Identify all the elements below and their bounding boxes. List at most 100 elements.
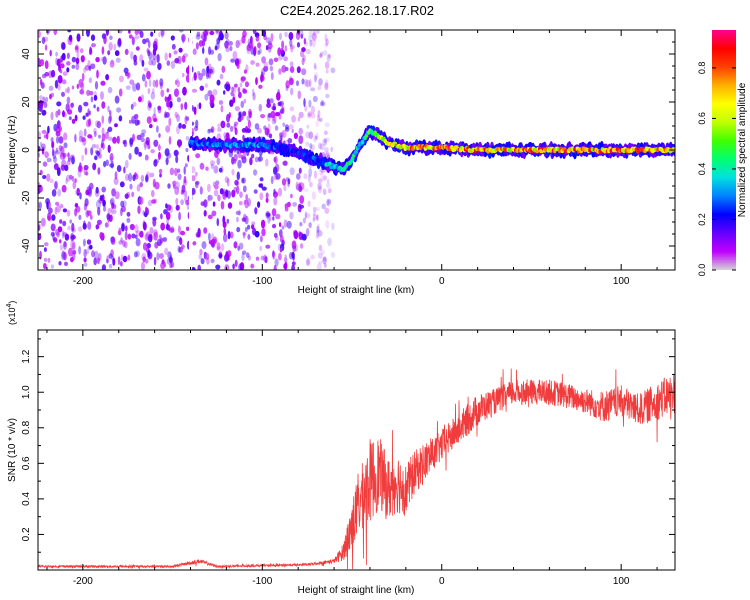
- spectrogram-cell: [316, 229, 320, 238]
- spectrogram-cell: [84, 64, 90, 71]
- spectrogram-cell: [276, 91, 281, 101]
- spectrogram-cell: [297, 116, 301, 122]
- spectrogram-cell: [285, 85, 289, 92]
- spectrogram-cell: [315, 214, 319, 221]
- spectrogram-cell: [90, 63, 96, 70]
- spectrogram-cell: [220, 120, 226, 129]
- spectrogram-cell: [318, 185, 322, 194]
- spectrogram-cell: [320, 170, 324, 179]
- spectrogram-cell: [266, 128, 270, 138]
- spectrogram-cell: [207, 183, 211, 193]
- spectrogram-cell: [130, 51, 134, 60]
- spectrogram-cell: [71, 56, 77, 63]
- spectrogram-cell: [305, 227, 310, 237]
- spectrogram-cell: [273, 188, 276, 194]
- spectrogram-cell: [308, 35, 314, 42]
- spectrogram-cell: [163, 261, 167, 268]
- spectrogram-cell: [50, 231, 55, 237]
- spectrogram-cell: [118, 88, 123, 97]
- spectrogram-cell: [268, 58, 274, 66]
- spectrogram-cell: [90, 34, 96, 41]
- spectrogram-cell: [324, 122, 330, 128]
- spectrogram-cell: [291, 128, 294, 134]
- y-tick-label: 0.4: [21, 492, 32, 506]
- spectrogram-cell: [310, 144, 315, 151]
- spectrogram-cell: [133, 60, 138, 66]
- spectrogram-cell: [265, 192, 269, 199]
- spectrogram-cell: [216, 79, 221, 86]
- spectrogram-cell: [265, 158, 269, 167]
- spectrogram-cell: [61, 251, 66, 261]
- spectrogram-cell: [66, 52, 70, 59]
- spectrogram-cell: [74, 44, 80, 53]
- spectrogram-cell: [312, 206, 317, 212]
- spectrogram-cell: [141, 129, 147, 135]
- spectrogram-cell: [141, 73, 146, 82]
- spectrogram-cell: [244, 215, 249, 225]
- spectrogram-cell: [51, 148, 55, 157]
- spectrogram-cell: [250, 60, 256, 65]
- spectrogram-cell: [298, 127, 304, 135]
- spectrogram-cell: [231, 189, 236, 198]
- spectrogram-cell: [177, 224, 181, 233]
- spectrogram-cell: [106, 128, 110, 134]
- spectrogram-cell: [41, 109, 47, 116]
- spectrogram-cell: [255, 35, 260, 42]
- spectrogram-cell: [306, 124, 310, 129]
- spectrogram-cell: [222, 233, 228, 243]
- spectrogram-cell: [246, 128, 251, 134]
- spectrogram-cell: [66, 160, 71, 166]
- spectrogram-cell: [69, 219, 72, 224]
- spectrogram-cell: [278, 132, 284, 137]
- spectrogram-cell: [56, 167, 61, 177]
- spectrogram-cell: [139, 182, 143, 188]
- spectrogram-cell: [258, 183, 262, 188]
- spectrogram-cell: [207, 69, 212, 79]
- spectrogram-cell: [291, 264, 295, 270]
- spectrogram-cell: [177, 168, 181, 173]
- spectrogram-cell: [208, 232, 211, 242]
- spectrogram-cell: [176, 80, 180, 88]
- colorbar-gradient: [712, 30, 736, 270]
- spectrogram-cell: [185, 147, 189, 153]
- spectrogram-cell: [326, 198, 331, 207]
- spectrogram-cell: [325, 220, 330, 229]
- spectrogram-cell: [242, 185, 247, 193]
- spectrogram-cell: [53, 237, 58, 243]
- spectrogram-cell: [176, 235, 182, 242]
- spectrogram-cell: [135, 230, 141, 237]
- spectrogram-cell: [281, 160, 288, 166]
- spectrogram-cell: [101, 186, 106, 193]
- spectrogram-cell: [183, 166, 186, 175]
- spectrogram-cell: [165, 203, 168, 209]
- spectrogram-cell: [224, 31, 229, 40]
- spectrogram-cell: [306, 48, 311, 55]
- spectrogram-cell: [213, 189, 219, 197]
- spectrogram-cell: [145, 174, 149, 183]
- spectrogram-cell: [144, 154, 149, 161]
- spectrogram-cell: [168, 136, 172, 145]
- spectrogram-cell: [218, 35, 221, 42]
- spectrogram-cell: [118, 240, 124, 245]
- spectrogram-cell: [158, 168, 163, 174]
- spectrogram-cell: [309, 181, 313, 188]
- spectrogram-cell: [71, 242, 76, 251]
- spectrogram-cell: [145, 231, 151, 241]
- spectrogram-cell: [124, 173, 130, 181]
- spectrogram-cell: [251, 224, 255, 230]
- spectrogram-cell: [90, 136, 94, 141]
- spectrogram-cell: [79, 192, 82, 200]
- spectrogram-cell: [124, 231, 128, 241]
- colorbar-tick-label: 0.2: [697, 213, 707, 226]
- spectrogram-cell: [63, 251, 67, 261]
- spectrogram-cell: [152, 48, 157, 56]
- spectrogram-cell: [285, 126, 290, 132]
- spectrogram-cell: [65, 177, 68, 185]
- spectrogram-cell: [199, 85, 205, 91]
- spectrogram-cell: [54, 206, 58, 215]
- spectrogram-cell: [113, 204, 117, 210]
- spectrogram-cell: [322, 175, 327, 181]
- y-tick-label: 0.6: [21, 456, 32, 470]
- spectrogram-gap: [189, 30, 193, 270]
- spectrogram-cell: [230, 58, 236, 63]
